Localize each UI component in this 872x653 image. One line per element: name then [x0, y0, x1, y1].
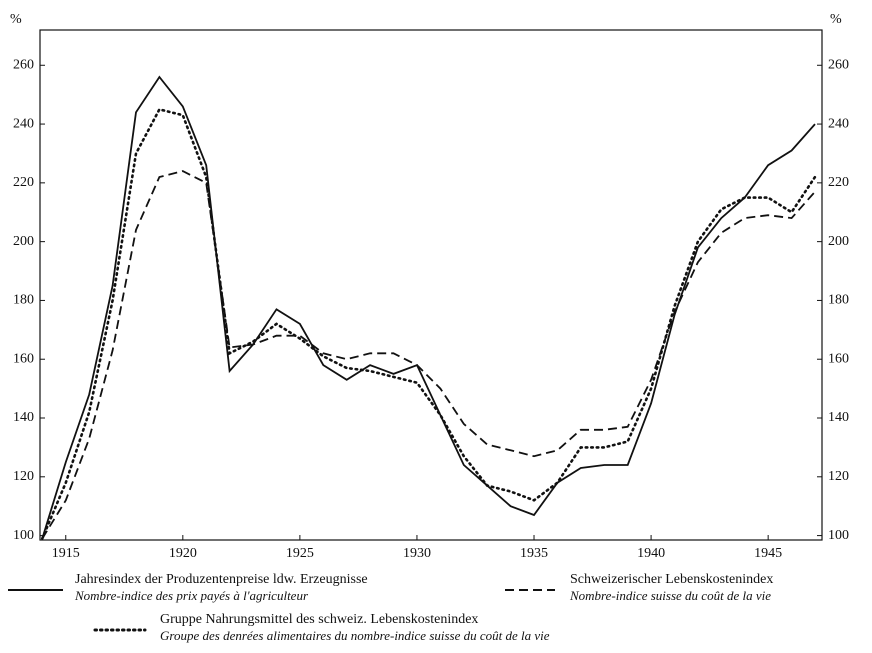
legend-label: Schweizerischer Lebenskostenindex [570, 572, 773, 587]
x-tick-label: 1920 [169, 546, 197, 561]
x-tick-label: 1930 [403, 546, 431, 561]
y-tick-label: 240 [13, 116, 34, 131]
y-tick-label: 100 [13, 528, 34, 543]
legend-label: Jahresindex der Produzentenpreise ldw. E… [75, 572, 368, 587]
legend-label-fr: Nombre-indice suisse du coût de la vie [569, 588, 771, 603]
x-tick-label: 1935 [520, 546, 548, 561]
y2-tick-label: 180 [828, 293, 849, 308]
x-tick-label: 1925 [286, 546, 314, 561]
y-tick-label: 220 [13, 175, 34, 190]
y2-tick-label: 200 [828, 234, 849, 249]
y2-tick-label: 260 [828, 57, 849, 72]
y-tick-label: 160 [13, 351, 34, 366]
y-tick-label: 260 [13, 57, 34, 72]
y2-tick-label: 140 [828, 410, 849, 425]
y2-tick-label: 220 [828, 175, 849, 190]
legend-label-fr: Groupe des denrées alimentaires du nombr… [160, 628, 550, 643]
y-tick-label: 140 [13, 410, 34, 425]
y-unit-right: % [830, 12, 842, 27]
x-tick-label: 1940 [637, 546, 665, 561]
y-unit-left: % [10, 12, 22, 27]
y-tick-label: 120 [13, 469, 34, 484]
series-line [41, 170, 816, 539]
x-tick-label: 1945 [754, 546, 782, 561]
y2-tick-label: 240 [828, 116, 849, 131]
y2-tick-label: 100 [828, 528, 849, 543]
y-tick-label: 200 [13, 234, 34, 249]
series-line [41, 75, 816, 539]
legend-label-fr: Nombre-indice des prix payés à l'agricul… [74, 588, 309, 603]
y2-tick-label: 120 [828, 469, 849, 484]
series-line [41, 107, 817, 540]
plot-frame [39, 29, 823, 541]
x-tick-label: 1915 [52, 546, 80, 561]
y2-tick-label: 160 [828, 351, 849, 366]
legend-label: Gruppe Nahrungsmittel des schweiz. Leben… [160, 612, 478, 627]
y-tick-label: 180 [13, 293, 34, 308]
